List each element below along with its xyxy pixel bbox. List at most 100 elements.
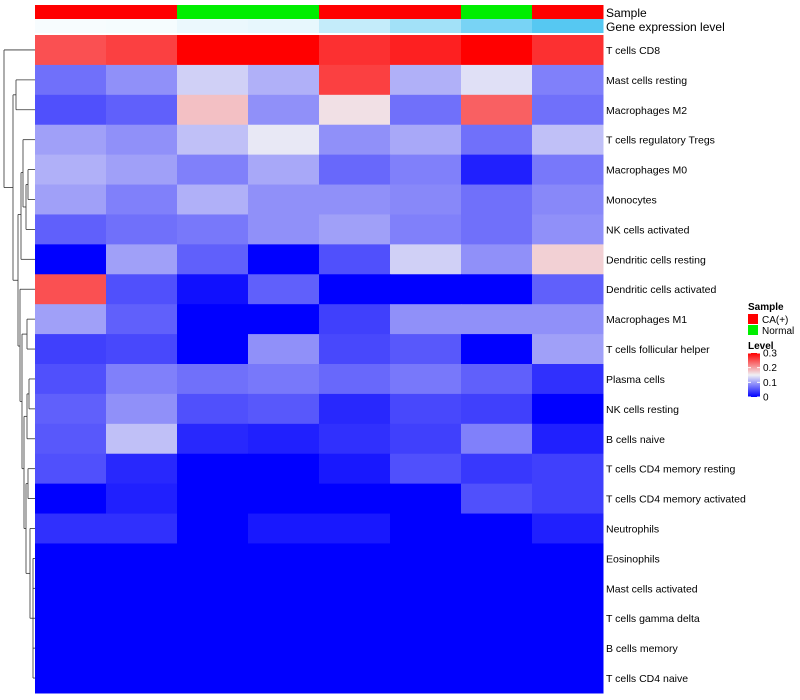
- heatmap-cell: [390, 35, 462, 66]
- sample-track-label: Sample: [606, 6, 647, 20]
- sample-annotation-cell: [177, 5, 249, 19]
- heatmap-cell: [106, 94, 178, 126]
- heatmap-cell: [177, 244, 249, 275]
- row-label: T cells CD4 naive: [606, 673, 688, 685]
- heatmap-cell: [532, 453, 604, 485]
- heatmap-cell: [319, 214, 391, 245]
- heatmap-cell: [106, 154, 178, 186]
- heatmap-cell: [248, 304, 320, 335]
- heatmap-cell: [248, 124, 320, 156]
- heatmap-cell: [248, 603, 320, 634]
- expression-annotation-cell: [177, 19, 249, 33]
- heatmap-cell: [106, 633, 178, 664]
- heatmap-cell: [532, 94, 604, 126]
- expression-annotation-cell: [248, 19, 320, 33]
- heatmap-cell: [177, 64, 249, 96]
- heatmap-cell: [461, 244, 533, 275]
- row-label: Macrophages M0: [606, 165, 687, 177]
- heatmap-cell: [106, 423, 178, 455]
- heatmap-cell: [177, 364, 249, 395]
- heatmap-cell: [35, 124, 107, 156]
- heatmap-cell: [177, 124, 249, 156]
- expression-annotation-cell: [35, 19, 107, 33]
- heatmap-cell: [390, 633, 462, 664]
- row-label: NK cells resting: [606, 404, 679, 416]
- heatmap-cell: [106, 274, 178, 305]
- heatmap-cell: [177, 35, 249, 66]
- heatmap-cell: [319, 543, 391, 574]
- heatmap-cell: [319, 334, 391, 365]
- heatmap-cell: [106, 364, 178, 395]
- heatmap-cell: [461, 364, 533, 395]
- heatmap-cell: [532, 244, 604, 275]
- row-label: Eosinophils: [606, 553, 660, 565]
- heatmap-cell: [35, 304, 107, 335]
- heatmap-cell: [177, 274, 249, 305]
- heatmap-cell: [248, 513, 320, 544]
- heatmap-cell: [532, 423, 604, 455]
- heatmap-cell: [35, 603, 107, 634]
- row-label: Macrophages M2: [606, 105, 687, 117]
- heatmap-cell: [461, 94, 533, 126]
- heatmap-cell: [319, 184, 391, 215]
- heatmap-cell: [532, 154, 604, 186]
- heatmap-cell: [177, 633, 249, 664]
- heatmap-cell: [390, 304, 462, 335]
- heatmap-cell: [461, 334, 533, 365]
- heatmap-cell: [248, 663, 320, 694]
- heatmap-cell: [461, 543, 533, 574]
- heatmap-cell: [248, 64, 320, 96]
- heatmap-cell: [390, 603, 462, 634]
- legend-label-ca: CA(+): [762, 315, 788, 326]
- heatmap-cell: [177, 483, 249, 515]
- level-ticks: 0.3 0.2 0.1 0: [748, 349, 777, 404]
- heatmap-cell: [248, 543, 320, 574]
- heatmap-cell: [532, 663, 604, 694]
- expression-annotation-cell: [106, 19, 178, 33]
- row-label: Dendritic cells activated: [606, 284, 716, 296]
- level-colorbar: [748, 353, 760, 397]
- sample-annotation-cell: [106, 5, 178, 19]
- heatmap-cells: [35, 35, 604, 694]
- heatmap-cell: [177, 304, 249, 335]
- heatmap-cell: [106, 304, 178, 335]
- heatmap-cell: [390, 124, 462, 156]
- heatmap-cell: [106, 513, 178, 544]
- heatmap-cell: [461, 304, 533, 335]
- heatmap-cell: [177, 334, 249, 365]
- heatmap-cell: [532, 35, 604, 66]
- heatmap-cell: [106, 124, 178, 156]
- heatmap-cell: [532, 184, 604, 215]
- row-label: B cells memory: [606, 643, 679, 655]
- row-label: T cells follicular helper: [606, 344, 710, 356]
- row-label: Macrophages M1: [606, 314, 687, 326]
- heatmap-cell: [390, 274, 462, 305]
- heatmap-cell: [177, 393, 249, 425]
- heatmap-cell: [106, 35, 178, 66]
- sample-annotation-cell: [35, 5, 107, 19]
- heatmap-cell: [177, 423, 249, 455]
- heatmap-cell: [461, 64, 533, 96]
- legend-swatch-ca: [748, 314, 758, 324]
- heatmap-cell: [390, 154, 462, 186]
- heatmap-cell: [532, 214, 604, 245]
- heatmap-cell: [461, 603, 533, 634]
- heatmap-cell: [390, 573, 462, 604]
- heatmap-cell: [319, 64, 391, 96]
- heatmap-cell: [461, 214, 533, 245]
- sample-annotation-cell: [532, 5, 604, 19]
- expression-annotation-cell: [461, 19, 533, 33]
- sample-annotation-cell: [319, 5, 391, 19]
- heatmap-cell: [35, 35, 107, 66]
- heatmap-cell: [532, 304, 604, 335]
- heatmap-cell: [390, 364, 462, 395]
- level-legend-title: Level: [748, 341, 774, 352]
- heatmap-cell: [319, 304, 391, 335]
- heatmap-cell: [319, 633, 391, 664]
- heatmap-cell: [532, 633, 604, 664]
- heatmap-cell: [390, 244, 462, 275]
- level-tick-label: 0: [763, 393, 769, 404]
- heatmap-cell: [319, 274, 391, 305]
- heatmap-cell: [35, 663, 107, 694]
- heatmap-cell: [461, 423, 533, 455]
